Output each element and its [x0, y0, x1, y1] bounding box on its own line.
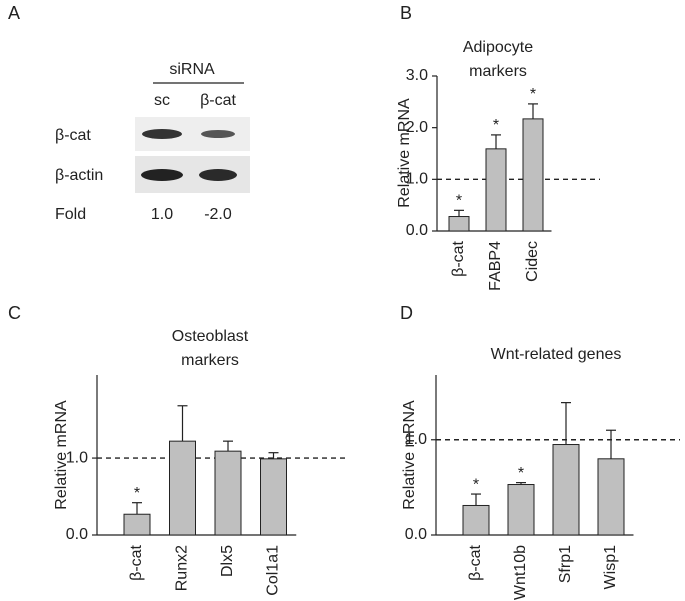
band [199, 169, 237, 181]
x-tick-label: β-cat [128, 544, 145, 580]
bar [123, 513, 151, 536]
chart-title: Adipocyte [463, 39, 533, 56]
y-tick-label: 0.0 [405, 526, 427, 543]
bar [552, 444, 580, 536]
bar [507, 484, 535, 536]
lane-label: sc [154, 92, 170, 109]
y-axis-label: Relative mRNA [401, 400, 418, 510]
x-tick-label: Runx2 [174, 545, 191, 591]
row-label: β-actin [55, 167, 103, 184]
bar [169, 440, 196, 536]
panel-letter: D [400, 303, 413, 323]
band [142, 129, 182, 139]
chart-title: markers [469, 63, 527, 80]
x-tick-label: β-cat [467, 544, 484, 580]
y-tick-label: 0.0 [406, 222, 428, 239]
chart-title: markers [181, 352, 239, 369]
bar [260, 458, 287, 536]
significance-mark: * [518, 465, 524, 482]
bar [522, 118, 544, 232]
significance-mark: * [493, 117, 499, 134]
band [141, 169, 183, 181]
panel-letter: B [400, 3, 412, 23]
panel-letter: C [8, 303, 21, 323]
x-tick-label: Wisp1 [602, 545, 619, 590]
significance-mark: * [456, 193, 462, 210]
y-tick-label: 2.0 [406, 119, 428, 136]
fold-value: 1.0 [151, 206, 173, 223]
blot-group-label: siRNA [169, 61, 215, 78]
significance-mark: * [473, 476, 479, 493]
fold-value: -2.0 [204, 206, 232, 223]
y-tick-label: 1.0 [405, 431, 427, 448]
x-tick-label: β-cat [450, 240, 467, 276]
blot-panel: siRNA sc β-cat β-cat β-actin Fold 1.0 -2… [55, 61, 250, 223]
band [201, 130, 235, 138]
row-label: β-cat [55, 127, 91, 144]
y-tick-label: 3.0 [406, 67, 428, 84]
bar [448, 216, 470, 232]
x-tick-label: Sfrp1 [557, 545, 574, 583]
chart-title: Wnt-related genes [491, 346, 622, 363]
significance-mark: * [530, 86, 536, 103]
panel-letter: A [8, 3, 20, 23]
bar [214, 450, 242, 536]
bar [462, 504, 490, 536]
y-tick-label: 1.0 [406, 171, 428, 188]
x-tick-label: Cidec [524, 241, 541, 282]
lane-label: β-cat [200, 92, 236, 109]
significance-mark: * [134, 485, 140, 502]
x-tick-label: Dlx5 [219, 545, 236, 577]
chart-title: Osteoblast [172, 328, 249, 345]
x-tick-label: Wnt10b [512, 545, 529, 600]
y-tick-label: 1.0 [66, 449, 88, 466]
y-tick-label: 0.0 [66, 526, 88, 543]
y-axis-label: Relative mRNA [396, 98, 413, 208]
fold-label: Fold [55, 206, 86, 223]
y-axis-label: Relative mRNA [53, 400, 70, 510]
x-tick-label: Col1a1 [265, 545, 282, 596]
x-tick-label: FABP4 [487, 241, 504, 291]
bar [597, 458, 625, 536]
bar [485, 148, 507, 232]
